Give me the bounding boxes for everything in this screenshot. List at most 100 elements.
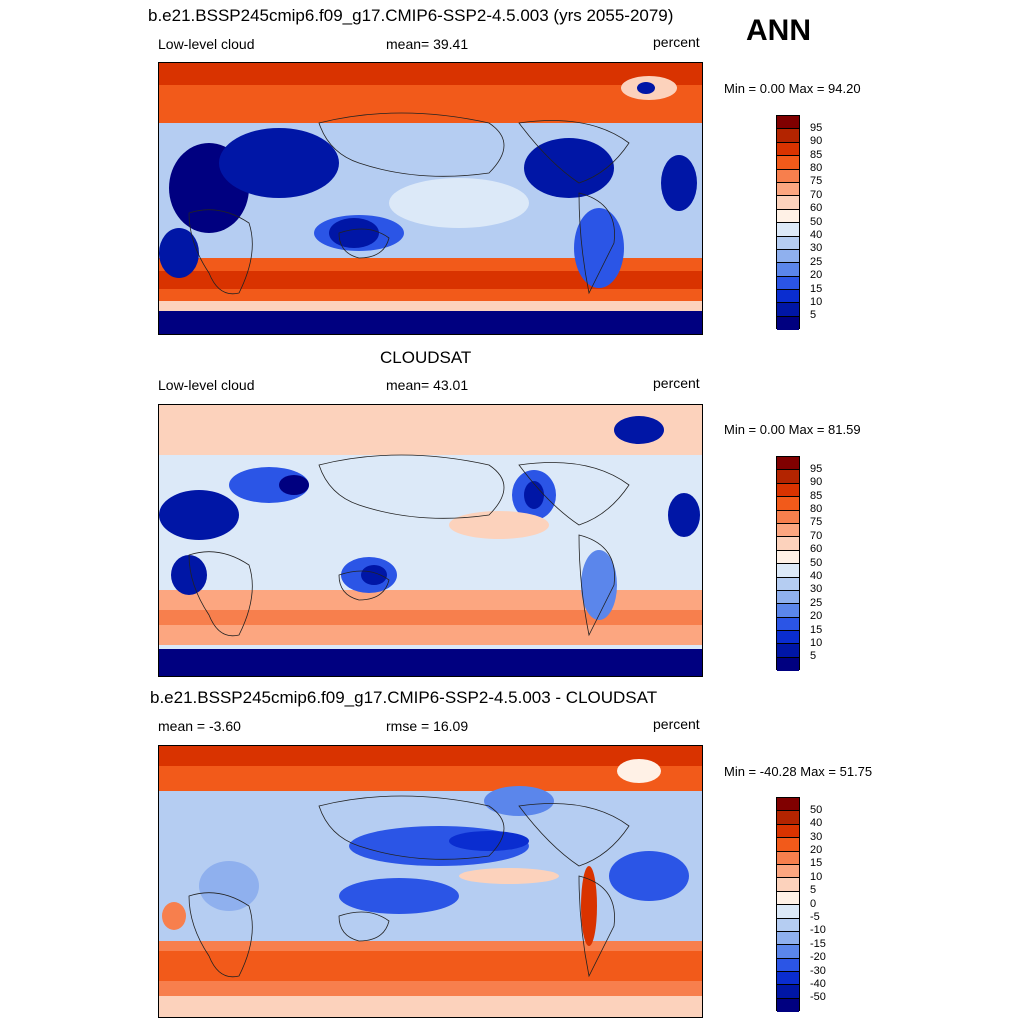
colorbar-swatch [777, 156, 799, 170]
colorbar-swatch [777, 644, 799, 658]
colorbar-tick: 70 [810, 530, 823, 542]
colorbar-swatch [777, 316, 799, 331]
panel-3-title: b.e21.BSSP245cmip6.f09_g17.CMIP6-SSP2-4.… [150, 688, 658, 707]
colorbar-swatch [777, 510, 799, 524]
colorbar-swatch [777, 617, 799, 632]
colorbar-tick: -5 [810, 911, 820, 923]
colorbar-swatch [777, 631, 799, 645]
colorbar-swatch [777, 577, 799, 591]
colorbar-swatch [777, 564, 799, 578]
panel-2-colorbar [776, 456, 800, 672]
colorbar-swatch [777, 142, 799, 157]
panel-1-units-label: percent [653, 34, 700, 50]
colorbar-tick: 20 [810, 610, 823, 622]
colorbar-swatch [777, 182, 799, 197]
colorbar-swatch [777, 223, 799, 237]
colorbar-tick: -10 [810, 924, 826, 936]
colorbar-tick: -20 [810, 951, 826, 963]
colorbar-swatch [777, 590, 799, 605]
colorbar-swatch [777, 523, 799, 538]
colorbar-swatch [777, 129, 799, 143]
colorbar-swatch [777, 838, 799, 852]
colorbar-tick: 10 [810, 871, 823, 883]
colorbar-tick: 40 [810, 570, 823, 582]
colorbar-tick: 50 [810, 216, 823, 228]
panel-3-colorbar [776, 797, 800, 1013]
colorbar-swatch [777, 276, 799, 291]
panel-1-variable-label: Low-level cloud [158, 36, 255, 52]
colorbar-tick: 90 [810, 476, 823, 488]
panel-3-units-label: percent [653, 716, 700, 732]
colorbar-swatch [777, 497, 799, 511]
colorbar-swatch [777, 604, 799, 618]
colorbar-swatch [777, 657, 799, 672]
colorbar-swatch [777, 891, 799, 906]
colorbar-swatch [777, 209, 799, 224]
panel-1-mean-label: mean= 39.41 [386, 36, 469, 52]
colorbar-tick: 70 [810, 189, 823, 201]
panel-3-minmax: Min = -40.28 Max = 51.75 [724, 764, 873, 779]
colorbar-tick: 95 [810, 463, 823, 475]
colorbar-tick: 40 [810, 817, 823, 829]
panel-1-minmax: Min = 0.00 Max = 94.20 [724, 81, 861, 96]
colorbar-swatch [777, 116, 799, 130]
colorbar-tick: 30 [810, 242, 823, 254]
panel-3-map [158, 745, 703, 1018]
colorbar-tick: 15 [810, 283, 823, 295]
colorbar-tick: -15 [810, 938, 826, 950]
colorbar-swatch [777, 864, 799, 879]
panel-1-map-field [159, 63, 702, 334]
colorbar-swatch [777, 470, 799, 484]
colorbar-swatch [777, 537, 799, 551]
panel-2-title: CLOUDSAT [380, 348, 472, 367]
panel-2-map [158, 404, 703, 677]
colorbar-swatch [777, 483, 799, 498]
colorbar-tick: 75 [810, 175, 823, 187]
colorbar-swatch [777, 878, 799, 892]
panel-2-variable-label: Low-level cloud [158, 377, 255, 393]
colorbar-swatch [777, 985, 799, 999]
colorbar-tick: 90 [810, 135, 823, 147]
colorbar-tick: 10 [810, 637, 823, 649]
colorbar-swatch [777, 290, 799, 304]
colorbar-swatch [777, 972, 799, 986]
colorbar-tick: 25 [810, 597, 823, 609]
panel-1-title: b.e21.BSSP245cmip6.f09_g17.CMIP6-SSP2-4.… [148, 6, 674, 25]
colorbar-tick: 15 [810, 624, 823, 636]
colorbar-swatch [777, 798, 799, 812]
colorbar-swatch [777, 931, 799, 946]
colorbar-tick: 0 [810, 898, 817, 910]
panel-2-mean-label: mean= 43.01 [386, 377, 469, 393]
colorbar-tick: 10 [810, 296, 823, 308]
colorbar-swatch [777, 550, 799, 565]
colorbar-tick: 60 [810, 543, 823, 555]
colorbar-tick: 40 [810, 229, 823, 241]
colorbar-swatch [777, 958, 799, 973]
colorbar-tick: 20 [810, 269, 823, 281]
colorbar-swatch [777, 263, 799, 277]
colorbar-tick: 25 [810, 256, 823, 268]
colorbar-tick: 20 [810, 844, 823, 856]
colorbar-swatch [777, 945, 799, 959]
panel-2-map-field [159, 405, 702, 676]
panel-3-rmse-label: rmse = 16.09 [386, 718, 469, 734]
panel-2-minmax: Min = 0.00 Max = 81.59 [724, 422, 861, 437]
colorbar-swatch [777, 851, 799, 865]
colorbar-swatch [777, 824, 799, 839]
colorbar-swatch [777, 457, 799, 471]
colorbar-tick: 60 [810, 202, 823, 214]
colorbar-tick: 85 [810, 149, 823, 161]
colorbar-swatch [777, 249, 799, 264]
colorbar-tick: 5 [810, 309, 817, 321]
colorbar-swatch [777, 236, 799, 250]
colorbar-swatch [777, 998, 799, 1013]
colorbar-tick: 50 [810, 557, 823, 569]
colorbar-tick: 75 [810, 516, 823, 528]
colorbar-swatch [777, 918, 799, 932]
colorbar-swatch [777, 811, 799, 825]
season-label: ANN [746, 14, 811, 47]
colorbar-tick: 30 [810, 583, 823, 595]
panel-3-map-field [159, 746, 702, 1017]
panel-3-mean-label: mean = -3.60 [158, 718, 241, 734]
colorbar-tick: 80 [810, 503, 823, 515]
